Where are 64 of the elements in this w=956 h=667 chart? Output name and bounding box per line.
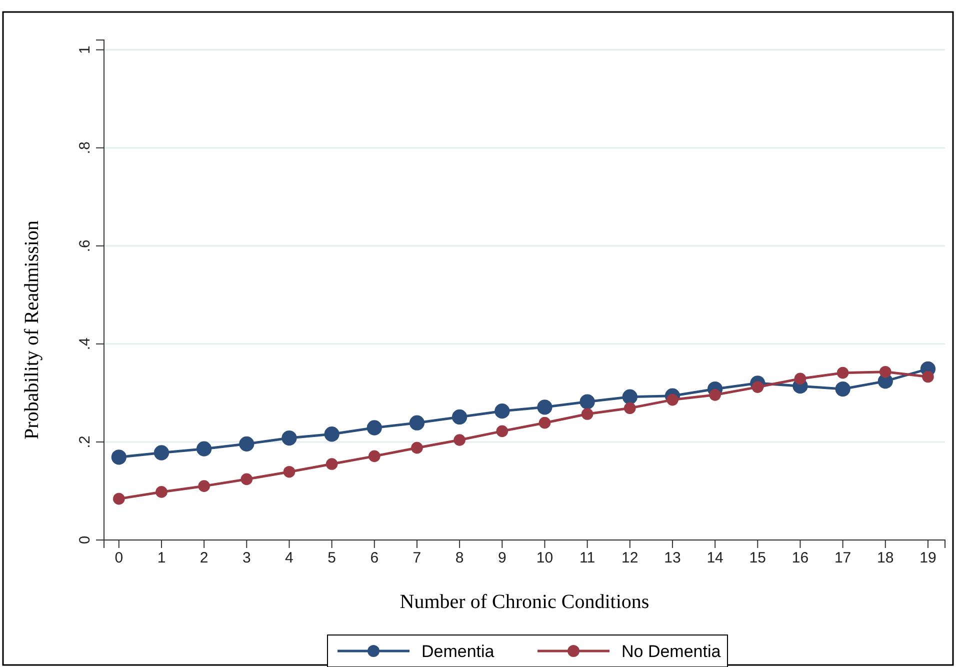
point xyxy=(196,441,212,456)
y-tick-label: 0 xyxy=(76,536,94,544)
point xyxy=(666,394,678,406)
x-tick-label: 1 xyxy=(157,550,166,567)
y-tick-label: .2 xyxy=(76,436,94,448)
x-tick-label: 11 xyxy=(580,550,596,567)
point xyxy=(879,366,892,378)
x-tick-label: 19 xyxy=(920,550,936,567)
x-tick-label: 13 xyxy=(664,550,681,567)
y-axis-title: Probability of Readmission xyxy=(21,220,43,440)
legend-label: Dementia xyxy=(422,642,495,661)
point xyxy=(283,466,296,478)
point xyxy=(494,404,510,419)
point xyxy=(326,458,338,470)
x-tick-label: 16 xyxy=(792,550,809,567)
legend-label: No Dementia xyxy=(622,642,722,661)
x-tick-label: 0 xyxy=(114,550,124,567)
point xyxy=(154,445,170,460)
point xyxy=(239,436,254,452)
point xyxy=(282,430,297,446)
point xyxy=(409,415,425,430)
y-tick-label: .8 xyxy=(76,142,94,154)
x-tick-label: 17 xyxy=(834,550,852,567)
x-tick-label: 18 xyxy=(877,550,894,567)
x-tick-label: 10 xyxy=(536,550,554,567)
point xyxy=(368,450,380,462)
point xyxy=(111,450,126,465)
point xyxy=(454,434,466,446)
x-tick-label: 8 xyxy=(455,550,464,567)
point xyxy=(240,473,253,486)
x-tick-label: 5 xyxy=(328,550,336,567)
x-tick-label: 15 xyxy=(749,550,766,567)
point xyxy=(452,409,468,425)
point xyxy=(366,420,382,436)
point xyxy=(198,480,210,492)
point xyxy=(496,425,508,438)
point xyxy=(112,492,125,505)
x-tick-label: 6 xyxy=(370,550,379,567)
point xyxy=(580,394,595,410)
point xyxy=(324,426,340,442)
point xyxy=(922,370,934,383)
point xyxy=(538,416,551,429)
point xyxy=(156,486,168,498)
point xyxy=(794,372,806,385)
point xyxy=(411,442,423,454)
y-tick-label: .4 xyxy=(76,338,94,350)
point xyxy=(537,400,552,415)
x-tick-label: 9 xyxy=(498,550,506,567)
x-tick-label: 3 xyxy=(242,550,251,567)
point xyxy=(581,408,594,420)
x-tick-label: 12 xyxy=(622,550,638,567)
point xyxy=(622,389,638,404)
point xyxy=(752,381,764,393)
x-tick-label: 7 xyxy=(412,550,422,567)
point xyxy=(835,381,850,397)
y-tick-label: .6 xyxy=(76,240,94,252)
point xyxy=(836,366,849,379)
x-tick-label: 2 xyxy=(200,550,208,567)
x-tick-label: 14 xyxy=(706,550,724,567)
x-tick-label: 4 xyxy=(285,550,294,567)
y-tick-label: 1 xyxy=(76,46,94,54)
point xyxy=(709,388,721,401)
point xyxy=(624,402,636,414)
x-axis-title: Number of Chronic Conditions xyxy=(400,591,650,613)
